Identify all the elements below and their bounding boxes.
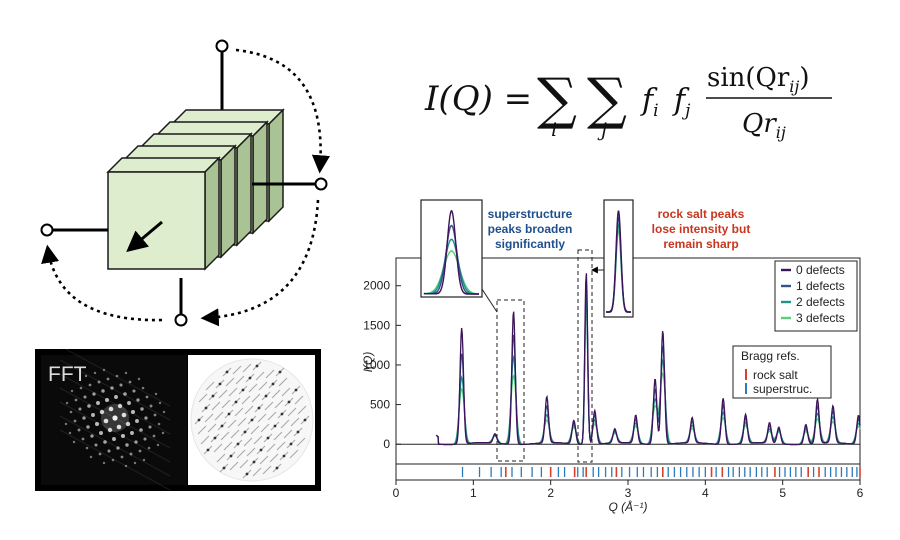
annotation-rocksalt-line-2: lose intensity but — [652, 222, 751, 236]
bragg-ticks — [461, 467, 861, 477]
inner-arrow-icon — [126, 220, 163, 253]
series-line-0 — [435, 273, 861, 446]
legend-label-0: 0 defects — [796, 263, 845, 277]
x-tick-label: 5 — [779, 486, 786, 500]
fraction-denominator: Qrij — [742, 109, 786, 142]
bragg-legend-title: Bragg refs. — [741, 349, 800, 363]
fft-spot-pattern — [59, 345, 171, 491]
factor-fj: fj — [672, 83, 691, 121]
inset-superstructure-line-0 — [423, 209, 479, 295]
annotation-rocksalt-line-1: rock salt peaks — [658, 207, 745, 221]
x-tick-label: 3 — [625, 486, 632, 500]
y-tick-label: 0 — [383, 437, 390, 451]
x-axis: 0 1 2 3 4 5 6 — [393, 480, 864, 500]
sum-symbol-i: ∑ — [537, 67, 577, 132]
left-node — [40, 223, 54, 237]
inset-superstructure-line-2 — [424, 238, 479, 295]
factor-fi: fi — [640, 83, 659, 121]
series-layer — [435, 273, 861, 446]
y-tick-label: 1500 — [363, 318, 390, 332]
superstructure-zoom-region — [496, 299, 525, 462]
legend-label-2: 2 defects — [796, 295, 845, 309]
bragg-legend-box — [732, 345, 832, 399]
cube-stack-diagram — [40, 39, 331, 327]
annotation-superstructure-line-2: peaks broaden — [488, 222, 573, 236]
fft-label: FFT — [48, 363, 87, 386]
rocksalt-annotation: rock salt peaks lose intensity but remai… — [652, 207, 751, 251]
bragg-legend-rocksalt: rock salt — [753, 368, 798, 382]
x-tick-label: 6 — [857, 486, 864, 500]
y-tick-label: 1000 — [363, 358, 390, 372]
x-tick-label: 4 — [702, 486, 709, 500]
x-tick-label: 2 — [547, 486, 554, 500]
legend-box — [774, 260, 858, 332]
right-node — [314, 177, 328, 191]
annotation-superstructure-line-1: superstructure — [488, 207, 573, 221]
fraction-numerator: sin(Qrij) — [707, 63, 810, 96]
y-axis: 0 500 1000 1500 2000 — [363, 279, 860, 451]
fft-reciprocal-pattern — [190, 358, 314, 482]
intensity-chart: 0 500 1000 1500 2000 0 1 2 3 4 5 6 I(Q) Q (Å⁻¹) 0 … — [361, 199, 864, 514]
y-axis-label: I(Q) — [361, 352, 375, 373]
annotation-superstructure-line-3: significantly — [495, 237, 565, 251]
legend-label-1: 1 defects — [796, 279, 845, 293]
sum-index-j: j — [597, 119, 607, 141]
annotation-layer: superstructure peaks broaden significant… — [420, 199, 751, 463]
superstructure-inset — [420, 199, 483, 298]
y-tick-label: 500 — [370, 398, 390, 412]
legend-label-3: 3 defects — [796, 311, 845, 325]
x-axis-label: Q (Å⁻¹) — [609, 499, 648, 514]
annotation-rocksalt-line-3: remain sharp — [663, 237, 738, 251]
inset-superstructure-line-3 — [423, 250, 479, 295]
rocksalt-zoom-region — [577, 249, 593, 463]
sum-index-i: i — [551, 119, 557, 141]
superstructure-leader-line — [479, 285, 498, 313]
legend: 0 defects 1 defects 2 defects 3 defects — [774, 260, 858, 332]
top-node — [215, 39, 229, 53]
bottom-node — [174, 313, 188, 327]
dotted-arrow-top-right — [235, 48, 331, 174]
y-tick-label: 2000 — [363, 279, 390, 293]
sum-symbol-j: ∑ — [587, 67, 627, 132]
cube-layer-5 — [106, 156, 221, 271]
dotted-arrow-right-bottom — [200, 199, 320, 327]
scattering-formula: I(Q) = ∑ i ∑ j fi fj sin(Qrij) Qrij — [424, 63, 832, 142]
cube-layers — [106, 108, 285, 271]
bragg-legend: Bragg refs. rock salt superstruc. — [732, 345, 832, 399]
bragg-legend-superstructure: superstruc. — [753, 382, 812, 396]
dotted-arrow-bottom-left — [41, 244, 163, 322]
x-tick-label: 0 — [393, 486, 400, 500]
x-tick-label: 1 — [470, 486, 477, 500]
fft-panel: FFT — [35, 345, 321, 491]
superstructure-annotation: superstructure peaks broaden significant… — [488, 207, 573, 251]
inset-rocksalt-line-0 — [606, 210, 631, 313]
formula-lhs: I(Q) = — [424, 79, 532, 119]
